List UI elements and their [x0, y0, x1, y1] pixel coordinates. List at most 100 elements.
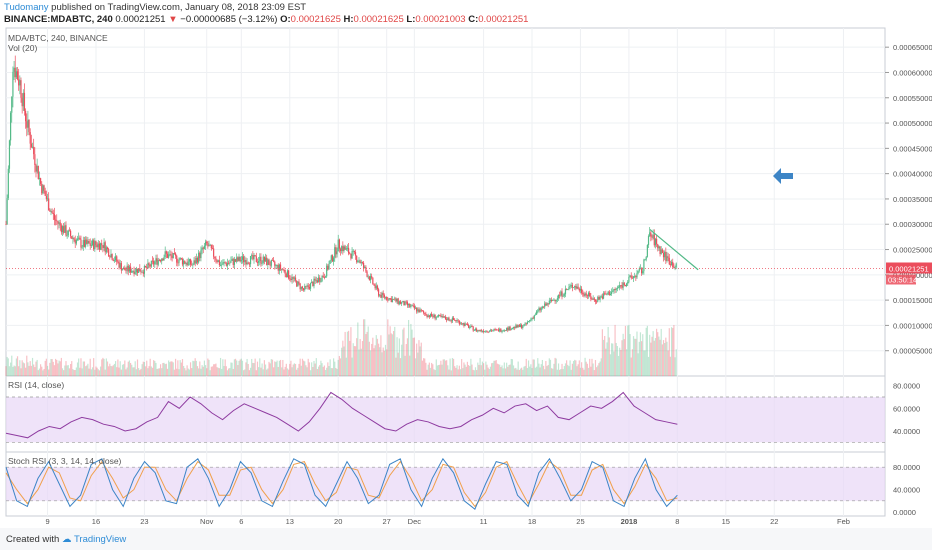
- candle-body: [281, 269, 283, 270]
- candle-body: [28, 119, 30, 133]
- volume-bar: [324, 369, 327, 376]
- candle-body: [345, 248, 347, 250]
- candle-body: [655, 238, 658, 245]
- candle-body: [10, 112, 12, 141]
- candle-body: [466, 323, 469, 325]
- volume-bar: [37, 370, 39, 376]
- volume-bar: [219, 357, 222, 376]
- volume-bar: [480, 365, 482, 376]
- volume-bar: [288, 369, 290, 376]
- volume-bar: [94, 369, 96, 376]
- candle-body: [552, 300, 554, 302]
- volume-bar: [587, 367, 590, 376]
- volume-bar: [579, 367, 582, 376]
- volume-bar: [338, 355, 340, 376]
- candle-body: [362, 262, 365, 268]
- candle-body: [144, 265, 147, 268]
- candle-body: [204, 241, 207, 246]
- volume-bar: [291, 367, 293, 376]
- volume-bar: [401, 344, 403, 376]
- volume-bar: [5, 366, 7, 376]
- volume-bar: [437, 365, 440, 376]
- volume-bar: [537, 358, 539, 376]
- volume-bar: [560, 369, 562, 376]
- candle-body: [642, 271, 644, 274]
- candle-body: [428, 315, 430, 317]
- candle-body: [537, 310, 539, 312]
- author-link[interactable]: Tudomany: [4, 2, 49, 13]
- candle-body: [491, 330, 493, 332]
- candle-body: [192, 264, 194, 266]
- volume-bar: [322, 366, 324, 376]
- candle-body: [383, 295, 385, 298]
- candle-body: [559, 294, 561, 296]
- candle-body: [596, 301, 598, 303]
- volume-bar: [59, 361, 61, 376]
- volume-bar: [176, 368, 178, 376]
- volume-bar: [644, 350, 646, 376]
- volume-bar: [210, 366, 212, 376]
- volume-bar: [645, 327, 647, 376]
- volume-bar: [194, 358, 196, 376]
- volume-bar: [371, 343, 373, 376]
- candle-body: [321, 275, 323, 282]
- volume-bar: [659, 339, 661, 376]
- volume-bar: [214, 364, 216, 376]
- volume-bar: [557, 363, 560, 376]
- volume-bar: [58, 360, 60, 376]
- candle-body: [435, 317, 437, 319]
- candle-body: [14, 67, 16, 78]
- candle-body: [324, 276, 327, 278]
- candle-body: [410, 305, 412, 307]
- volume-bar: [359, 339, 361, 376]
- candle-body: [221, 264, 223, 266]
- candle-body: [375, 285, 377, 289]
- volume-bar: [266, 369, 268, 376]
- candle-body: [291, 277, 293, 280]
- volume-bar: [593, 370, 595, 376]
- candle-body: [307, 285, 309, 287]
- candle-body: [532, 317, 534, 319]
- candle-body: [376, 285, 379, 290]
- candle-body: [136, 268, 139, 273]
- candle-body: [643, 259, 645, 272]
- volume-bar: [402, 329, 404, 376]
- candle-body: [90, 244, 92, 246]
- candle-body: [529, 320, 531, 322]
- footer-created-with: Created with: [6, 534, 60, 545]
- stoch-band: [6, 467, 885, 501]
- candle-body: [669, 264, 672, 266]
- candle-body: [511, 328, 514, 330]
- candle-body: [507, 327, 509, 331]
- volume-bar: [118, 367, 120, 376]
- volume-bar: [36, 359, 38, 376]
- volume-bar: [16, 356, 19, 376]
- candle-body: [503, 330, 505, 332]
- candle-body: [315, 280, 317, 282]
- x-tick-label: Dec: [408, 517, 422, 526]
- volume-bar: [282, 359, 284, 376]
- candle-body: [539, 308, 541, 311]
- candle-body: [98, 243, 101, 250]
- volume-bar: [357, 322, 359, 376]
- candle-body: [283, 269, 285, 271]
- volume-bar: [491, 363, 493, 376]
- volume-bar: [46, 365, 49, 376]
- candle-body: [95, 241, 97, 245]
- footer-brand[interactable]: TradingView: [73, 534, 127, 545]
- stoch-k-line: [5, 457, 678, 510]
- price-change: −0.00000685 (−3.12%): [180, 14, 278, 25]
- candle-body: [604, 293, 606, 295]
- candle-body: [523, 324, 525, 327]
- volume-bar: [229, 368, 231, 376]
- candle-body: [200, 250, 202, 259]
- volume-bar: [132, 367, 134, 376]
- volume-bar: [213, 364, 215, 376]
- volume-bar: [117, 359, 119, 376]
- volume-bar: [23, 363, 26, 376]
- volume-bar: [476, 369, 478, 376]
- candle-body: [516, 325, 518, 328]
- candle-body: [667, 256, 669, 258]
- candle-body: [311, 281, 313, 284]
